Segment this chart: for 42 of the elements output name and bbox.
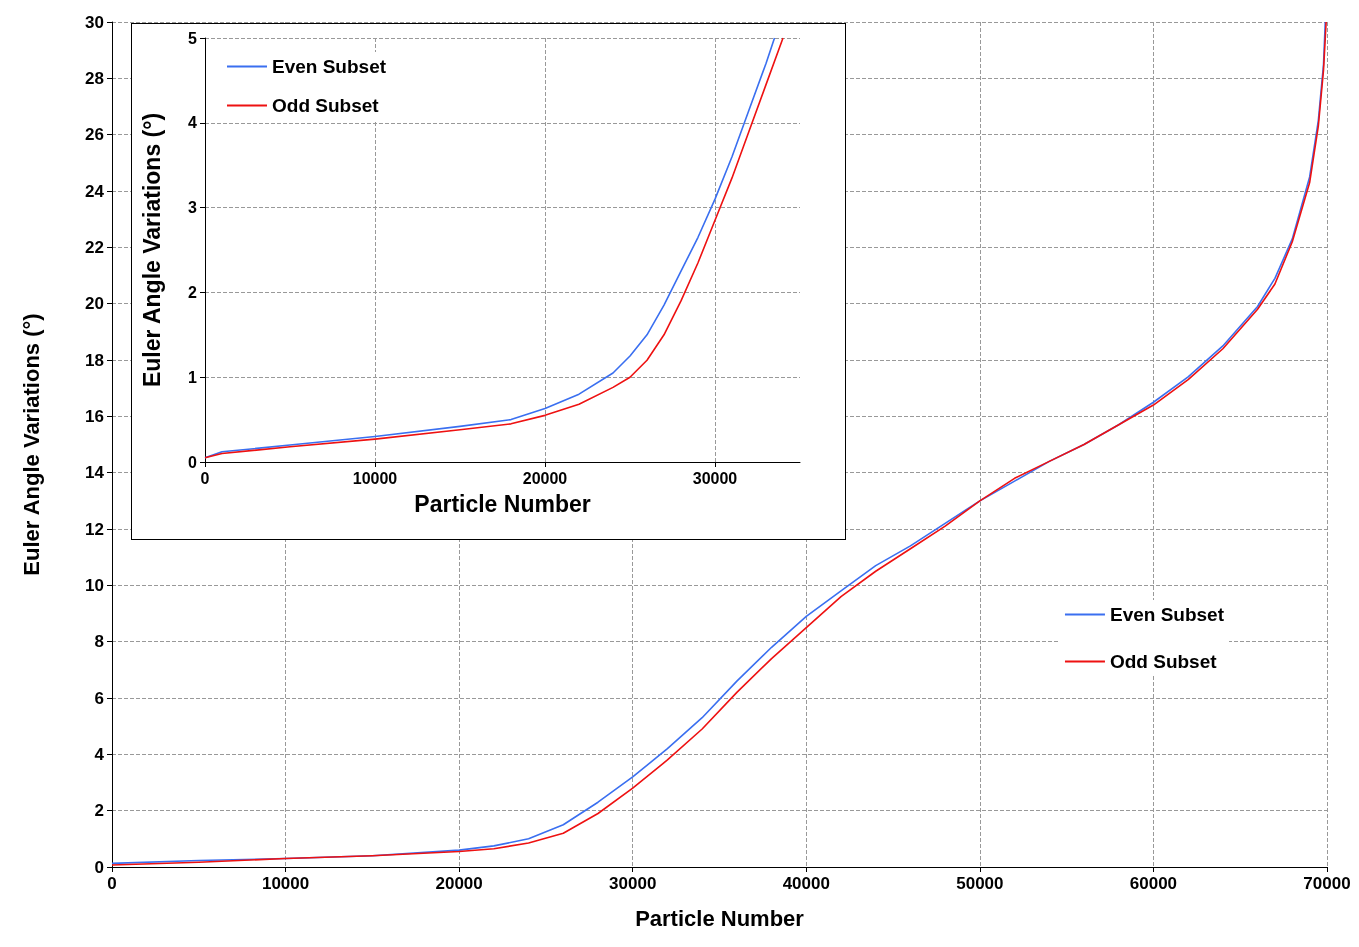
x-tick-label: 60000 [1129,874,1178,893]
y-tick-label: 22 [85,237,104,257]
x-tick-label: 40000 [782,874,830,893]
x-tick-label: 30000 [692,469,738,487]
y-tick-label: 1 [188,368,198,386]
y-tick-label: 30 [85,12,104,32]
y-tick-label: 20 [85,294,104,314]
x-tick-label: 50000 [956,874,1004,893]
x-tick-label: 20000 [435,874,483,893]
y-tick-label: 2 [188,283,198,301]
y-tick-label: 3 [188,199,198,217]
legend-label: Odd Subset [1109,651,1218,672]
y-tick-label: 14 [85,463,105,483]
x-tick-label: 20000 [522,469,568,487]
y-tick-label: 16 [85,406,104,426]
y-tick-label: 0 [94,857,104,877]
y-tick-label: 18 [85,350,104,370]
y-tick-label: 4 [94,744,105,764]
x-axis-title: Particle Number [414,490,591,517]
x-tick-label: 70000 [1303,874,1351,893]
legend-label: Even Subset [1109,604,1225,625]
y-axis-title: Euler Angle Variations (°) [138,112,165,388]
y-tick-label: 2 [94,801,104,821]
y-tick-label: 0 [188,453,198,471]
y-tick-label: 12 [85,519,104,539]
x-tick-label: 30000 [609,874,657,893]
y-tick-label: 5 [188,29,198,47]
y-tick-label: 4 [188,114,198,132]
x-tick-label: 0 [107,874,117,893]
y-tick-label: 28 [85,68,104,88]
y-tick-label: 26 [85,125,104,145]
y-axis-title: Euler Angle Variations (°) [18,313,44,576]
y-tick-label: 6 [94,688,104,708]
legend-label: Even Subset [272,56,387,77]
x-tick-label: 10000 [352,469,398,487]
x-tick-label: 10000 [261,874,310,893]
y-tick-label: 10 [85,575,104,595]
x-tick-label: 0 [200,469,210,487]
x-axis-title: Particle Number [635,905,805,931]
y-tick-label: 8 [94,632,104,652]
legend-label: Odd Subset [272,95,380,116]
y-tick-label: 24 [85,181,105,201]
